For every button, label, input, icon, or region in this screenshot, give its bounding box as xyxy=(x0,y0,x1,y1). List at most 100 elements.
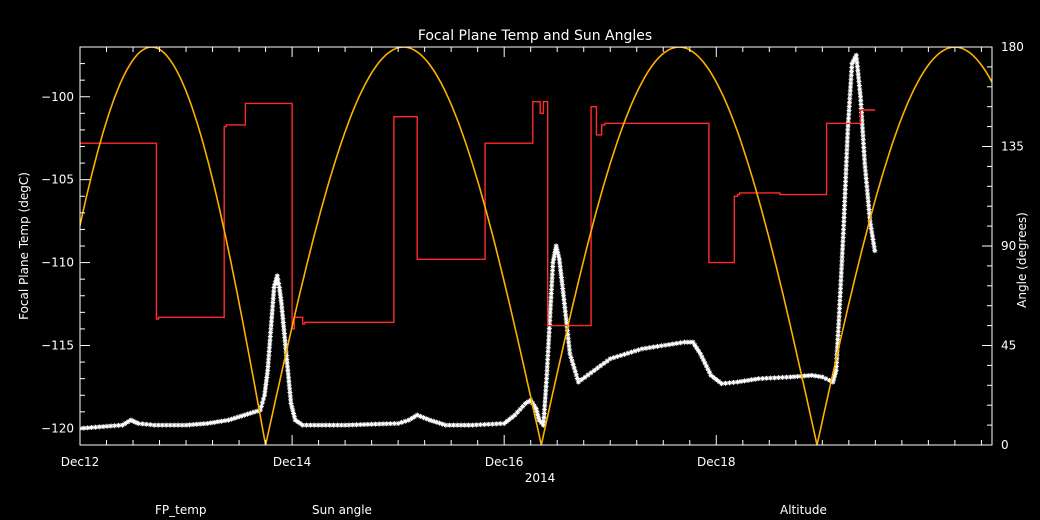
series-fp-temp-point xyxy=(868,222,874,228)
series-fp-temp-point xyxy=(560,285,566,291)
series-fp-temp-point xyxy=(859,109,864,115)
series-fp-temp-point xyxy=(858,98,864,104)
series-fp-temp-point xyxy=(266,349,272,355)
series-fp-temp-point xyxy=(860,133,866,139)
series-fp-temp-point xyxy=(850,58,856,64)
series-fp-temp-point xyxy=(350,422,356,428)
series-fp-temp-point xyxy=(130,418,136,424)
series-fp-temp-point xyxy=(872,248,878,254)
series-fp-temp-point xyxy=(658,343,664,349)
series-fp-temp-point xyxy=(557,264,563,270)
series-fp-temp-point xyxy=(841,210,847,216)
series-fp-temp-point xyxy=(654,343,660,349)
series-fp-temp-point xyxy=(541,410,547,416)
series-fp-temp-point xyxy=(849,64,855,70)
series-fp-temp-point xyxy=(551,256,557,262)
series-fp-temp-point xyxy=(731,379,737,385)
series-fp-temp-point xyxy=(859,121,865,127)
series-fp-temp-point xyxy=(276,284,282,290)
series-fp-temp-point xyxy=(369,421,375,427)
series-fp-temp-point xyxy=(546,329,552,335)
series-fp-temp-point xyxy=(854,64,860,70)
series-fp-temp-point xyxy=(776,375,782,381)
series-fp-temp-point xyxy=(278,294,284,300)
series-fp-temp-point xyxy=(567,351,573,357)
series-fp-temp-point xyxy=(551,253,557,259)
series-fp-temp-point xyxy=(436,420,442,426)
series-fp-temp-point xyxy=(869,233,875,239)
series-fp-temp-point xyxy=(607,356,613,362)
series-fp-temp-point xyxy=(533,406,539,412)
series-fp-temp-point xyxy=(92,424,98,430)
series-fp-temp-point xyxy=(319,422,325,428)
series-fp-temp-point xyxy=(292,417,298,423)
series-fp-temp-point xyxy=(283,345,289,351)
series-fp-temp-point xyxy=(567,347,573,353)
series-fp-temp-point xyxy=(342,422,348,428)
series-fp-temp-point xyxy=(835,329,841,335)
series-fp-temp-point xyxy=(284,364,290,370)
series-fp-temp-point xyxy=(232,415,238,421)
series-fp-temp-point xyxy=(365,421,371,427)
series-fp-temp-point xyxy=(855,71,861,77)
series-fp-temp-point xyxy=(538,420,544,426)
y-left-tick-label: −120 xyxy=(41,421,74,435)
series-fp-temp-point xyxy=(290,407,296,413)
series-fp-temp-point xyxy=(277,291,283,297)
series-fp-temp-point xyxy=(286,375,292,381)
series-fp-temp-point xyxy=(835,340,841,346)
series-fp-temp-point xyxy=(601,360,607,366)
series-fp-temp-point xyxy=(558,271,564,277)
series-fp-temp-point xyxy=(628,349,634,355)
series-fp-temp-point xyxy=(542,399,548,405)
series-fp-temp-point xyxy=(361,422,367,428)
series-fp-temp-point xyxy=(395,420,401,426)
series-fp-temp-point xyxy=(540,422,546,428)
series-fp-temp-point xyxy=(681,339,687,345)
series-fp-temp-point xyxy=(861,156,867,162)
series-fp-temp-point xyxy=(543,380,549,386)
series-fp-temp-point xyxy=(574,375,580,381)
series-fp-temp-point xyxy=(862,164,868,170)
series-fp-temp-point xyxy=(545,352,551,358)
series-fp-temp-point xyxy=(550,267,556,273)
series-fp-temp-point xyxy=(784,374,790,380)
series-fp-temp-point xyxy=(838,282,844,288)
series-fp-temp-point xyxy=(100,424,106,430)
series-fp-temp-point xyxy=(604,358,610,364)
series-fp-temp-point xyxy=(271,288,277,294)
series-fp-temp-point xyxy=(738,378,744,384)
series-fp-temp-point xyxy=(840,238,846,244)
series-fp-temp-point xyxy=(384,421,390,427)
series-fp-temp-point xyxy=(871,240,877,246)
series-fp-temp-point xyxy=(543,383,549,389)
series-fp-temp-point xyxy=(837,290,843,296)
series-fp-temp-point xyxy=(280,312,286,318)
series-fp-temp-point xyxy=(287,386,293,392)
series-fp-temp-point xyxy=(278,301,284,307)
series-fp-temp-point xyxy=(544,368,550,374)
series-fp-temp-point xyxy=(520,403,526,409)
series-fp-temp-point xyxy=(549,283,555,289)
series-fp-temp-point xyxy=(391,421,397,427)
series-fp-temp-point xyxy=(591,367,597,373)
series-fp-temp-point xyxy=(125,419,131,425)
series-fp-temp-point xyxy=(556,256,562,262)
series-fp-temp-point xyxy=(565,331,571,337)
series-fp-temp-point xyxy=(477,422,483,428)
series-fp-temp-point xyxy=(595,365,601,371)
series-fp-temp-point xyxy=(742,378,748,384)
series-fp-temp-point xyxy=(285,371,291,377)
series-fp-temp-point xyxy=(756,376,762,382)
series-fp-temp-point xyxy=(846,115,852,121)
series-fp-temp-point xyxy=(843,167,849,173)
series-fp-temp-point xyxy=(844,139,850,145)
series-fp-temp-point xyxy=(838,270,844,276)
series-fp-temp-point xyxy=(846,104,852,110)
series-fp-temp-point xyxy=(549,279,555,285)
series-fp-temp-markers xyxy=(80,52,878,431)
series-fp-temp-point xyxy=(541,414,547,420)
series-fp-temp-point xyxy=(842,183,848,189)
series-fp-temp-point xyxy=(450,422,456,428)
series-fp-temp-point xyxy=(768,375,774,381)
